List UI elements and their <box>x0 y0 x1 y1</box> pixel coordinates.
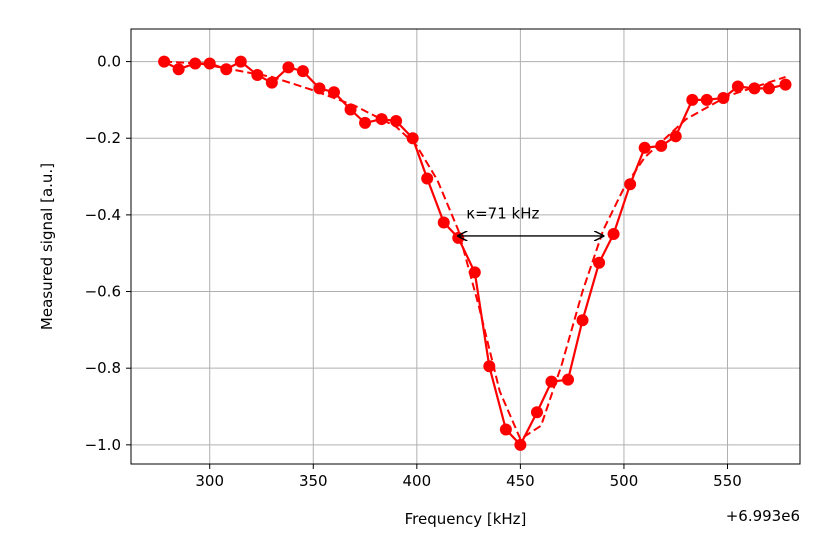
data-point <box>731 80 744 93</box>
data-point <box>593 256 606 269</box>
x-tick-label: 350 <box>299 472 328 490</box>
data-point <box>483 360 496 373</box>
data-line <box>163 60 786 447</box>
data-point <box>220 63 233 76</box>
data-point <box>562 373 575 386</box>
data-point <box>437 216 450 229</box>
x-tick-label: 300 <box>195 472 224 490</box>
data-point <box>234 55 247 68</box>
data-point <box>296 65 309 78</box>
data-point <box>499 423 512 436</box>
data-point <box>779 78 792 91</box>
data-point <box>189 57 202 70</box>
fit-curve <box>164 60 786 441</box>
data-point <box>375 113 388 126</box>
x-tick-label: 550 <box>713 472 742 490</box>
data-point <box>468 266 481 279</box>
data-point <box>203 57 216 70</box>
x-tick-label: 450 <box>506 472 535 490</box>
y-axis-label: Measured signal [a.u.] <box>38 163 56 330</box>
x-axis-label: Frequency [kHz] <box>405 510 527 528</box>
data-point <box>251 68 264 81</box>
y-tick-label: −1.0 <box>85 436 121 454</box>
data-point <box>748 82 761 95</box>
data-point <box>172 63 185 76</box>
data-point <box>452 231 465 244</box>
kappa-annotation: κ=71 kHz <box>466 205 539 223</box>
y-tick-label: −0.4 <box>85 206 121 224</box>
data-series <box>158 55 792 451</box>
data-point <box>530 406 543 419</box>
y-tick-label: −0.6 <box>85 283 121 301</box>
data-point <box>624 178 637 191</box>
data-point <box>545 375 558 388</box>
data-point <box>669 130 682 143</box>
data-point <box>265 76 278 89</box>
data-point <box>327 86 340 99</box>
data-point <box>576 314 589 327</box>
data-point <box>359 116 372 129</box>
annotation: κ=71 kHz <box>458 205 603 236</box>
data-point <box>158 55 171 68</box>
y-tick-label: −0.8 <box>85 359 121 377</box>
data-point <box>406 132 419 145</box>
ticks: 300 350 400 450 500 550 0.0 −0.2 −0.4 −0.6 −0.8 −1.… <box>85 53 742 490</box>
data-point <box>700 93 713 106</box>
data-point <box>282 61 295 74</box>
data-point <box>717 91 730 104</box>
data-point <box>514 438 527 451</box>
data-point <box>390 114 403 127</box>
grid <box>131 29 800 464</box>
data-point <box>686 93 699 106</box>
fit-line <box>164 60 786 441</box>
data-point <box>344 103 357 116</box>
x-tick-label: 500 <box>610 472 639 490</box>
data-point <box>762 82 775 95</box>
x-tick-label: 400 <box>403 472 432 490</box>
x-axis-offset-label: +6.993e6 <box>726 507 800 525</box>
plot-frame <box>130 28 801 465</box>
y-tick-label: 0.0 <box>97 53 121 71</box>
data-point <box>421 172 434 185</box>
data-point <box>313 82 326 95</box>
data-point <box>607 228 620 241</box>
data-point <box>655 139 668 152</box>
data-point <box>638 141 651 154</box>
y-tick-label: −0.2 <box>85 129 121 147</box>
